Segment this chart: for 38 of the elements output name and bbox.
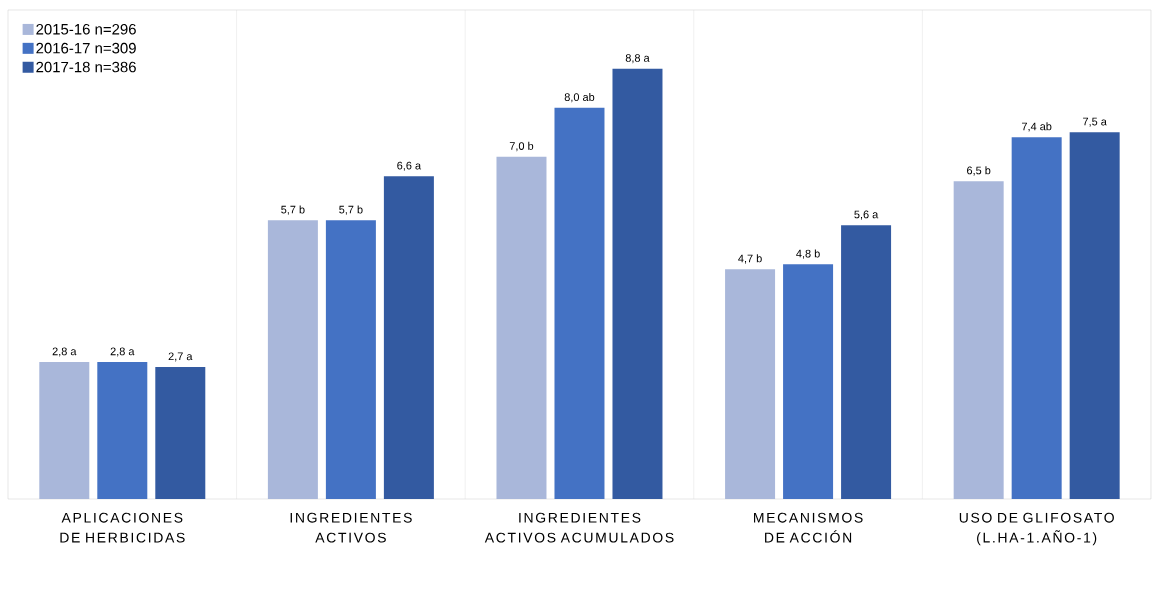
bar [783, 264, 834, 499]
data-label: 6,6 a [397, 161, 422, 171]
legend-label: 2015-16 n=296 [36, 23, 136, 35]
data-label: 7,5 a [1083, 117, 1107, 127]
data-label: 2,7 a [168, 352, 193, 362]
x-tick-label: INGREDIENTES ACTIVOS [290, 512, 412, 543]
bar [39, 362, 90, 499]
bar [1011, 137, 1062, 499]
data-label: 5,7 b [339, 205, 363, 215]
data-label: 4,7 b [738, 254, 762, 264]
bar [496, 156, 547, 499]
bar [612, 68, 663, 499]
data-label: 6,5 b [967, 166, 991, 176]
data-label: 7,0 b [509, 141, 534, 152]
bar [554, 107, 605, 499]
legend-label: 2016-17 n=309 [36, 42, 136, 54]
data-label: 7,4 ab [1021, 122, 1052, 132]
data-label: 8,8 a [625, 54, 650, 64]
data-label: 2,8 a [110, 347, 135, 357]
data-label: 2,8 a [52, 347, 77, 357]
x-tick-label: USO DE GLIFOSATO (L.HA-1.AÑO-1) [959, 512, 1114, 546]
data-label: 4,8 b [796, 249, 820, 259]
bar [725, 269, 776, 499]
x-tick-label: APLICACIONES DE HERBICIDAS [60, 512, 185, 543]
bar [1069, 132, 1120, 499]
x-tick-label: INGREDIENTES ACTIVOS ACUMULADOS [484, 512, 674, 543]
bar [383, 176, 434, 499]
bar [841, 225, 892, 499]
bar [97, 362, 148, 499]
legend-label: 2017-18 n=386 [36, 61, 136, 73]
bar [953, 181, 1004, 499]
bar [325, 220, 376, 499]
x-tick-label: MECANISMOS DE ACCIÓN [754, 512, 863, 543]
data-label: 5,7 b [281, 205, 305, 215]
data-label: 5,6 a [854, 210, 879, 220]
data-label: 8,0 ab [564, 92, 595, 103]
bar [267, 220, 318, 499]
bar [155, 366, 206, 499]
